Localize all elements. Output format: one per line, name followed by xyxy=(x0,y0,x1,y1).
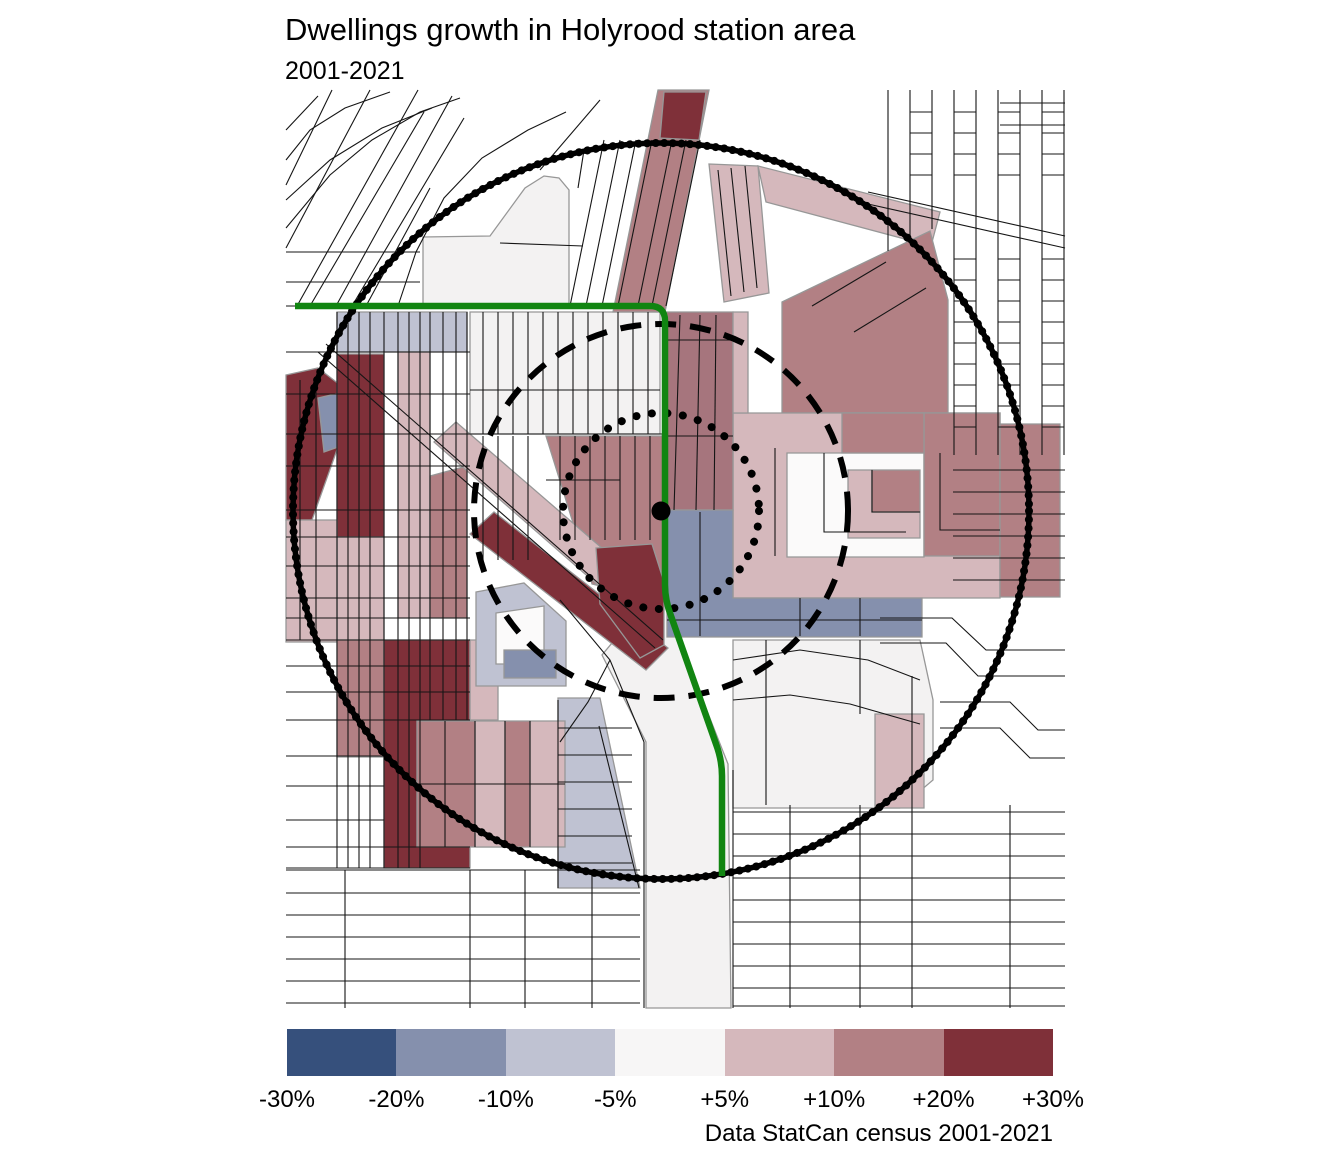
legend-swatch xyxy=(287,1029,397,1076)
legend-swatch xyxy=(724,1029,835,1076)
street-line xyxy=(559,659,611,743)
legend-label: -20% xyxy=(368,1086,425,1113)
street-line xyxy=(601,139,637,307)
map-region xyxy=(397,351,431,619)
map-region xyxy=(336,311,468,353)
street-line xyxy=(651,139,687,307)
map-region xyxy=(468,511,669,671)
legend-swatch xyxy=(834,1029,944,1076)
legend-swatch xyxy=(943,1029,1053,1076)
street-line xyxy=(939,453,1000,531)
street-line xyxy=(880,642,1065,677)
map-region xyxy=(871,469,921,513)
street-line xyxy=(335,95,453,307)
map-region xyxy=(503,649,557,679)
street-line xyxy=(285,97,461,229)
radius-ring-inner xyxy=(559,409,763,613)
street-line xyxy=(853,287,927,333)
legend-label: -10% xyxy=(477,1086,534,1113)
street-line xyxy=(940,727,1065,759)
street-line xyxy=(285,89,371,249)
street-line xyxy=(665,139,701,307)
street-line xyxy=(673,314,681,511)
street-line xyxy=(285,95,319,131)
radius-ring-middle xyxy=(471,321,851,701)
legend-colorbar xyxy=(287,1029,1053,1076)
street-network xyxy=(285,89,1066,1008)
street-line xyxy=(823,453,906,533)
map-region xyxy=(923,412,1001,557)
map-region xyxy=(422,175,570,306)
station-marker xyxy=(651,501,671,521)
street-line xyxy=(499,242,584,247)
street-line xyxy=(732,694,921,725)
legend-swatch xyxy=(615,1029,725,1076)
map-region xyxy=(708,163,770,303)
street-line xyxy=(637,139,673,307)
street-line xyxy=(351,117,465,307)
legend-swatch xyxy=(505,1029,616,1076)
map-region xyxy=(659,91,707,141)
street-line xyxy=(730,167,745,293)
legend-label: -5% xyxy=(593,1086,637,1113)
street-line xyxy=(867,203,1066,249)
street-line xyxy=(397,111,567,307)
legend-label: +30% xyxy=(1021,1086,1085,1113)
street-line xyxy=(585,139,621,307)
legend-swatch xyxy=(396,1029,506,1076)
street-line xyxy=(598,725,640,889)
legend-label: +5% xyxy=(700,1086,750,1113)
street-line xyxy=(713,314,717,511)
street-line xyxy=(871,470,920,513)
map-region xyxy=(666,509,923,638)
street-line xyxy=(285,91,391,161)
page-title: Dwellings growth in Holyrood station are… xyxy=(285,12,856,47)
street-line xyxy=(811,261,887,307)
map-region xyxy=(336,536,385,641)
street-line xyxy=(744,165,758,289)
map-region xyxy=(841,412,925,454)
legend-labels: -30% -20% -10% -5% +5% +10% +20% +30% xyxy=(259,1086,1084,1116)
street-line xyxy=(285,107,433,201)
data-source-caption: Data StatCan census 2001-2021 xyxy=(704,1120,1053,1147)
legend-label: -30% xyxy=(258,1086,316,1113)
street-line xyxy=(325,343,664,641)
map-overlay xyxy=(289,139,1033,883)
map-region xyxy=(429,465,468,619)
street-line xyxy=(569,139,605,307)
street-line xyxy=(296,89,419,307)
map-region xyxy=(757,165,941,247)
title-block: Dwellings growth in Holyrood station are… xyxy=(285,12,855,86)
lrt-route-line xyxy=(295,302,726,876)
legend-label: +20% xyxy=(912,1086,975,1113)
street-line xyxy=(317,351,656,649)
street-line xyxy=(695,314,701,511)
street-line xyxy=(867,191,1066,237)
street-line xyxy=(880,617,1065,651)
legend-label: +10% xyxy=(803,1086,866,1113)
map-region xyxy=(732,311,749,414)
street-line xyxy=(309,111,425,307)
street-line xyxy=(617,139,653,307)
street-line xyxy=(577,149,585,189)
street-line xyxy=(717,169,732,297)
radius-ring-outer-knobs xyxy=(289,139,1033,883)
street-line xyxy=(365,187,431,307)
street-line xyxy=(285,89,333,186)
page-subtitle: 2001-2021 xyxy=(285,56,405,85)
